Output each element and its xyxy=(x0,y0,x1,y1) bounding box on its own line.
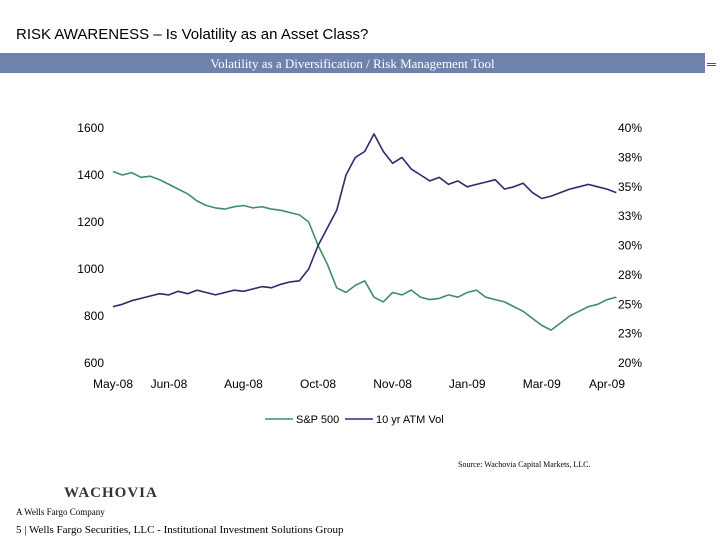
left-tick-label: 600 xyxy=(84,356,104,370)
series-line-vol xyxy=(112,133,617,308)
left-tick-label: 1200 xyxy=(77,215,104,229)
legend-label-sp500: S&P 500 xyxy=(296,414,339,426)
series-layer xyxy=(112,133,617,331)
x-tick-label: Apr-09 xyxy=(589,377,625,391)
left-tick-label: 1400 xyxy=(77,168,104,182)
right-tick-label: 23% xyxy=(618,327,642,341)
footer-text: Wells Fargo Securities, LLC - Institutio… xyxy=(29,524,344,536)
right-axis-ticks: 40% 38% 35% 33% 30% 28% 25% 23% 20% xyxy=(618,121,642,370)
left-tick-label: 1600 xyxy=(77,121,104,135)
x-tick-label: Oct-08 xyxy=(300,377,336,391)
banner-edge-marker xyxy=(707,63,716,66)
brand-tagline: A Wells Fargo Company xyxy=(16,507,105,517)
x-tick-label: Jun-08 xyxy=(151,377,188,391)
right-tick-label: 28% xyxy=(618,268,642,282)
page-number: 5 xyxy=(16,524,22,536)
source-note: Source: Wachovia Capital Markets, LLC. xyxy=(458,460,591,469)
banner-text: Volatility as a Diversification / Risk M… xyxy=(210,56,495,71)
x-tick-label: Nov-08 xyxy=(373,377,412,391)
x-tick-label: Aug-08 xyxy=(224,377,263,391)
right-tick-label: 35% xyxy=(618,180,642,194)
left-tick-label: 1000 xyxy=(77,262,104,276)
legend-label-vol: 10 yr ATM Vol xyxy=(376,414,444,426)
right-tick-label: 25% xyxy=(618,297,642,311)
subtitle-banner: Volatility as a Diversification / Risk M… xyxy=(0,53,705,73)
wachovia-logo: WACHOVIA xyxy=(64,485,158,501)
right-tick-label: 30% xyxy=(618,239,642,253)
footer-separator: | xyxy=(24,524,27,536)
x-tick-label: May-08 xyxy=(93,377,133,391)
series-line-sp500 xyxy=(112,170,617,331)
slide-title: RISK AWARENESS – Is Volatility as an Ass… xyxy=(16,26,369,43)
right-tick-label: 20% xyxy=(618,356,642,370)
chart-legend: S&P 500 10 yr ATM Vol xyxy=(265,414,444,426)
x-axis-ticks: May-08 Jun-08 Aug-08 Oct-08 Nov-08 Jan-09 Mar-… xyxy=(93,377,625,391)
right-tick-label: 33% xyxy=(618,209,642,223)
right-tick-label: 40% xyxy=(618,121,642,135)
x-tick-label: Jan-09 xyxy=(449,377,486,391)
x-tick-label: Mar-09 xyxy=(523,377,561,391)
left-tick-label: 800 xyxy=(84,309,104,323)
right-tick-label: 38% xyxy=(618,150,642,164)
left-axis-ticks: 1600 1400 1200 1000 800 600 xyxy=(77,121,104,370)
page-footer: 5 | Wells Fargo Securities, LLC - Instit… xyxy=(16,524,344,536)
